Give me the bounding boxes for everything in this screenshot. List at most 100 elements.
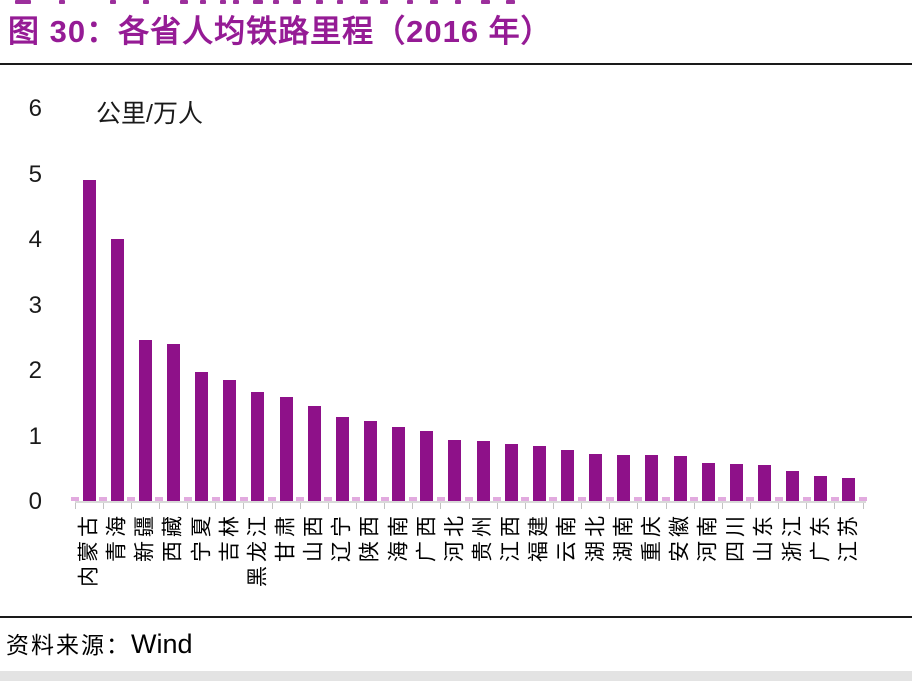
bar — [814, 476, 828, 502]
clipped-mark — [337, 0, 343, 4]
x-label-slot: 江西 — [497, 512, 525, 614]
bar-slot — [638, 109, 666, 502]
source-label: 资料来源： — [6, 633, 131, 658]
x-label-slot: 广东 — [807, 512, 835, 614]
clipped-mark — [180, 0, 188, 4]
axis-tick — [299, 503, 301, 509]
x-label: 云南 — [555, 512, 579, 562]
axis-tick — [637, 503, 639, 509]
x-label: 江西 — [499, 512, 523, 562]
plot-area — [75, 109, 863, 502]
bar — [589, 453, 603, 502]
axis-stub — [718, 497, 727, 501]
clipped-mark — [316, 0, 323, 4]
axis-tick — [609, 503, 611, 509]
clipped-mark — [59, 0, 65, 4]
x-label-slot: 河南 — [694, 512, 722, 614]
axis-tick — [721, 503, 723, 509]
axis-stub — [127, 497, 136, 501]
x-label: 山东 — [752, 512, 776, 562]
bar — [166, 344, 180, 502]
axis-stub — [493, 497, 502, 501]
x-label: 广西 — [415, 512, 439, 562]
bar — [279, 397, 293, 502]
bar-slot — [159, 109, 187, 502]
bar — [701, 462, 715, 502]
axis-tick — [412, 503, 414, 509]
x-label-slot: 海南 — [385, 512, 413, 614]
bar — [110, 239, 124, 502]
clipped-mark — [430, 0, 438, 4]
clipped-mark — [407, 0, 413, 4]
x-label: 陕西 — [358, 512, 382, 562]
bar — [448, 439, 462, 502]
axis-stub — [99, 497, 108, 501]
x-label-slot: 西藏 — [159, 512, 187, 614]
bar — [363, 421, 377, 502]
y-tick-label: 4 — [28, 226, 42, 253]
source-value: Wind — [131, 629, 193, 659]
x-label: 青海 — [105, 512, 129, 562]
axis-tick — [271, 503, 273, 509]
bar-slot — [807, 109, 835, 502]
axis-stub — [859, 497, 867, 501]
x-label-slot: 云南 — [553, 512, 581, 614]
axis-tick — [665, 503, 667, 509]
x-label-slot: 内蒙古 — [75, 512, 103, 614]
axis-tick — [187, 503, 189, 509]
clipped-mark — [273, 0, 279, 4]
axis-stub — [268, 497, 276, 501]
bar-slot — [75, 109, 103, 502]
axis-tick — [74, 503, 76, 509]
clipped-mark — [15, 0, 31, 4]
axis-stub — [71, 497, 79, 501]
bar — [82, 179, 96, 502]
bar-slot — [385, 109, 413, 502]
axis-tick — [384, 503, 386, 509]
bar-slot — [525, 109, 553, 502]
axis-stub — [352, 497, 361, 501]
bar — [786, 470, 800, 502]
axis-stub — [774, 497, 783, 501]
bar-slot — [553, 109, 581, 502]
x-label: 贵州 — [471, 512, 495, 562]
bar — [138, 339, 152, 502]
y-tick-label: 3 — [28, 291, 42, 319]
x-label: 辽宁 — [330, 512, 354, 562]
bar — [504, 443, 518, 502]
axis-stub — [239, 497, 248, 501]
chart-title: 图 30：各省人均铁路里程（2016 年） — [8, 14, 553, 49]
x-label: 山西 — [302, 512, 326, 562]
bar-slot — [582, 109, 610, 502]
bar — [476, 441, 490, 502]
clipped-mark — [220, 0, 226, 4]
clipped-mark — [481, 0, 490, 4]
x-axis-line — [75, 501, 866, 503]
bar-slot — [188, 109, 216, 502]
axis-stub — [662, 497, 670, 501]
bar-slot — [779, 109, 807, 502]
y-tick-label: 1 — [28, 422, 42, 450]
bar-slot — [497, 109, 525, 502]
bar-slot — [131, 109, 159, 502]
footer-strip — [0, 671, 912, 681]
axis-stub — [633, 497, 642, 501]
x-label-slot: 安徽 — [666, 512, 694, 614]
x-label-slot: 贵州 — [469, 512, 497, 614]
bar-slot — [216, 109, 244, 502]
bar — [645, 454, 659, 502]
x-label: 河北 — [443, 512, 467, 562]
clipped-mark — [110, 0, 116, 4]
axis-tick — [749, 503, 751, 509]
clipped-mark — [506, 0, 515, 4]
x-label: 浙江 — [781, 512, 805, 562]
x-label: 四川 — [724, 512, 748, 562]
bar — [335, 416, 349, 502]
clipped-mark — [143, 0, 149, 4]
clipped-mark — [253, 0, 263, 4]
bar-slot — [750, 109, 778, 502]
x-label: 海南 — [387, 512, 411, 562]
bar — [392, 426, 406, 502]
bar — [560, 450, 574, 502]
axis-tick — [215, 503, 217, 509]
